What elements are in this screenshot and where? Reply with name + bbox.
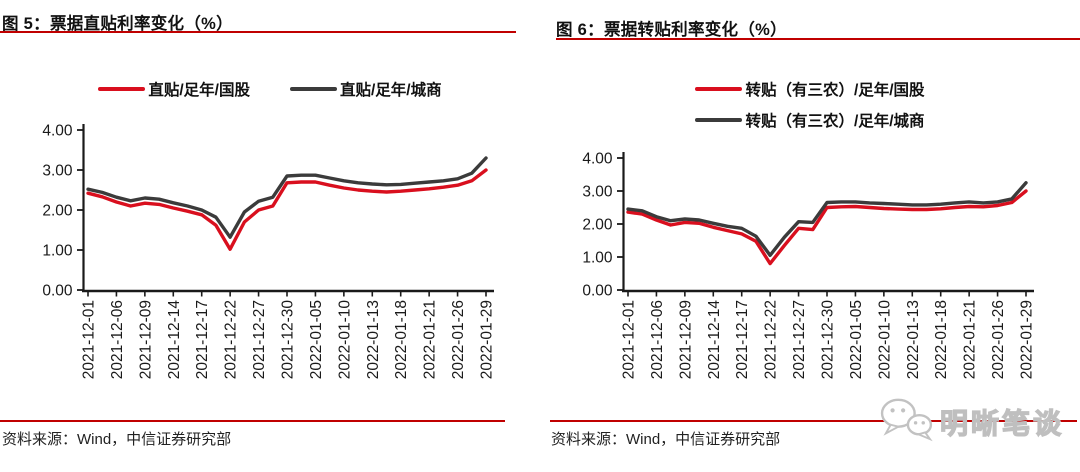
x-tick-label: 2021-12-06 bbox=[109, 300, 126, 379]
x-tick-label: 2022-01-10 bbox=[336, 300, 353, 380]
legend-label: 转贴（有三农）/足年/城商 bbox=[745, 113, 925, 130]
y-tick-label: 4.00 bbox=[42, 123, 73, 140]
source-divider bbox=[0, 420, 505, 422]
x-tick-label: 2021-12-27 bbox=[251, 300, 268, 379]
line-chart-direct-discount: 0.00 1.00 2.00 3.00 4.00 2021-12-01 2021-12-06… bbox=[42, 123, 496, 380]
x-tick-label: 2021-12-17 bbox=[194, 300, 211, 379]
x-tick-label: 2022-01-05 bbox=[848, 300, 865, 379]
x-tick-label: 2021-12-14 bbox=[706, 300, 723, 380]
legend-label: 转贴（有三农）/足年/国股 bbox=[745, 82, 925, 99]
x-tick-label: 2021-12-30 bbox=[820, 300, 837, 380]
line-chart-rediscount: 0.00 1.00 2.00 3.00 4.00 2021-12-01 2021-12-06… bbox=[582, 151, 1036, 380]
x-tick-label: 2021-12-06 bbox=[649, 300, 666, 379]
y-tick-label: 2.00 bbox=[582, 217, 613, 234]
legend-item: 转贴（有三农）/足年/国股 bbox=[695, 78, 925, 100]
chart-title: 图 6：票据转贴利率变化（%） bbox=[556, 21, 787, 39]
x-tick-label: 2022-01-10 bbox=[876, 300, 893, 380]
source-note: 资料来源：Wind，中信证券研究部 bbox=[551, 431, 781, 448]
y-tick-label: 3.00 bbox=[42, 163, 73, 180]
legend: 转贴（有三农）/足年/国股 转贴（有三农）/足年/城商 bbox=[540, 78, 1080, 131]
legend-swatch-line bbox=[98, 86, 146, 92]
x-tick-label: 2022-01-29 bbox=[1019, 300, 1036, 379]
chart-title: 图 5：票据直贴利率变化（%） bbox=[2, 15, 233, 33]
x-tick-label: 2021-12-09 bbox=[137, 300, 154, 379]
watermark: 明晰笔谈 bbox=[877, 396, 1064, 447]
chart-panel-rediscount: 图 6：票据转贴利率变化（%） 转贴（有三农）/足年/国股 转贴（有三农）/足年/… bbox=[540, 0, 1080, 472]
legend-label: 直贴/足年/城商 bbox=[340, 82, 442, 99]
x-tick-label: 2022-01-18 bbox=[933, 300, 950, 379]
y-tick-label: 2.00 bbox=[42, 203, 73, 220]
x-tick-label: 2021-12-27 bbox=[791, 300, 808, 379]
legend: 直贴/足年/国股 直贴/足年/城商 bbox=[0, 78, 540, 100]
x-tick-label: 2022-01-26 bbox=[990, 300, 1007, 379]
x-tick-label: 2022-01-13 bbox=[905, 300, 922, 379]
title-underline bbox=[556, 38, 1080, 40]
x-tick-label: 2022-01-18 bbox=[393, 300, 410, 379]
x-tick-label: 2022-01-05 bbox=[308, 300, 325, 379]
chart-panel-direct-discount: 图 5：票据直贴利率变化（%） 直贴/足年/国股 直贴/足年/城商 0.00 1.0… bbox=[0, 15, 540, 448]
x-tick-label: 2021-12-30 bbox=[280, 300, 297, 380]
legend-item: 转贴（有三农）/足年/城商 bbox=[695, 109, 925, 131]
x-tick-label: 2022-01-21 bbox=[422, 300, 439, 379]
x-tick-label: 2022-01-29 bbox=[479, 300, 496, 379]
legend-item: 直贴/足年/国股 bbox=[98, 78, 250, 100]
wechat-icon bbox=[877, 396, 935, 447]
title-underline bbox=[0, 31, 516, 33]
x-tick-label: 2022-01-26 bbox=[450, 300, 467, 379]
x-tick-label: 2021-12-22 bbox=[223, 300, 240, 379]
x-tick-label: 2021-12-22 bbox=[763, 300, 780, 379]
source-note: 资料来源：Wind，中信证券研究部 bbox=[2, 431, 232, 448]
source-divider bbox=[550, 420, 1077, 422]
x-tick-label: 2022-01-21 bbox=[962, 300, 979, 379]
y-tick-label: 1.00 bbox=[582, 250, 613, 267]
x-tick-label: 2021-12-14 bbox=[166, 300, 183, 380]
y-tick-label: 4.00 bbox=[582, 151, 613, 168]
legend-label: 直贴/足年/国股 bbox=[148, 82, 250, 99]
x-tick-label: 2021-12-09 bbox=[677, 300, 694, 379]
x-tick-label: 2021-12-01 bbox=[621, 300, 638, 379]
legend-swatch-line bbox=[695, 117, 743, 123]
series-line bbox=[626, 181, 1028, 258]
x-tick-label: 2022-01-13 bbox=[365, 300, 382, 379]
series-line bbox=[626, 189, 1028, 266]
x-tick-label: 2021-12-01 bbox=[81, 300, 98, 379]
x-tick-label: 2021-12-17 bbox=[734, 300, 751, 379]
series-line bbox=[86, 156, 488, 239]
series-line bbox=[86, 168, 488, 251]
y-tick-label: 0.00 bbox=[582, 283, 613, 300]
y-tick-label: 3.00 bbox=[582, 184, 613, 201]
legend-swatch-line bbox=[290, 86, 337, 92]
y-tick-label: 1.00 bbox=[42, 243, 73, 260]
legend-item: 直贴/足年/城商 bbox=[290, 78, 442, 100]
watermark-label: 明晰笔谈 bbox=[939, 407, 1065, 439]
y-tick-label: 0.00 bbox=[42, 283, 73, 300]
legend-swatch-line bbox=[695, 86, 743, 92]
